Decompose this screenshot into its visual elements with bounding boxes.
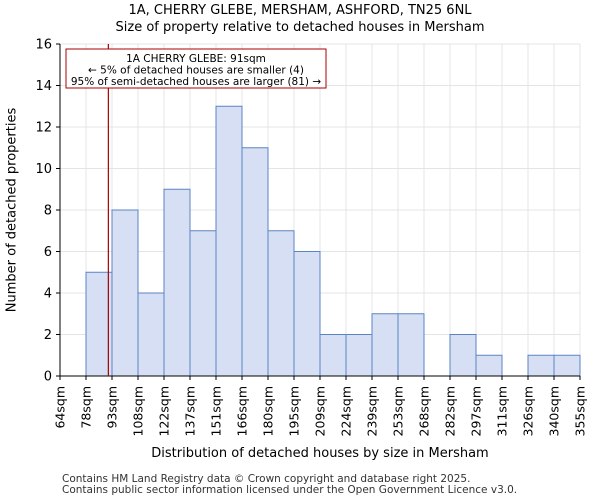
y-tick-label: 6 [44, 245, 52, 260]
x-tick-label: 137sqm [183, 386, 198, 436]
x-tick-label: 78sqm [79, 386, 94, 429]
chart-subtitle: Size of property relative to detached ho… [115, 20, 485, 35]
histogram-chart: 0 2 4 6 8 10 12 14 16 64sqm 78sqm 93sqm 108sqm 122sqm… [5, 38, 588, 462]
x-tick-label: 326sqm [521, 386, 536, 436]
histogram-bar [371, 313, 399, 377]
x-tick-label: 180sqm [261, 386, 276, 436]
footer-line-2: Contains public sector information licen… [62, 484, 518, 496]
x-tick-label: 108sqm [131, 386, 146, 436]
x-tick-label: 340sqm [547, 386, 562, 436]
annotation-box [65, 48, 327, 89]
histogram-bar [345, 334, 373, 377]
x-tick-label: 282sqm [443, 386, 458, 436]
histogram-bar [267, 230, 295, 377]
histogram-bar [293, 251, 321, 377]
x-tick-label: 209sqm [313, 386, 328, 436]
annotation-line-3: 95% of semi-detached houses are larger (… [71, 76, 322, 88]
x-axis-label: Distribution of detached houses by size … [151, 446, 488, 461]
x-tick-label: 253sqm [391, 386, 406, 436]
histogram-bar [553, 354, 581, 377]
histogram-bar [319, 334, 347, 377]
histogram-bar [397, 313, 425, 377]
y-tick-label: 14 [35, 79, 52, 94]
histogram-bar [189, 230, 217, 377]
y-tick-label: 8 [44, 204, 52, 219]
x-tick-label: 122sqm [157, 386, 172, 436]
histogram-bar [163, 188, 191, 377]
y-axis-label: Number of detached properties [5, 108, 20, 313]
histogram-bar [111, 209, 139, 377]
histogram-bar [241, 147, 269, 377]
annotation-line-2: ← 5% of detached houses are smaller (4) [88, 65, 304, 77]
x-tick-label: 355sqm [573, 386, 588, 436]
y-tick-label: 4 [44, 287, 52, 302]
chart-title: 1A, CHERRY GLEBE, MERSHAM, ASHFORD, TN25… [128, 3, 472, 18]
histogram-bar [215, 105, 243, 377]
histogram-bar [449, 334, 477, 377]
x-tick-label: 93sqm [105, 386, 120, 429]
histogram-bar [137, 292, 165, 377]
footer-line-1: Contains HM Land Registry data © Crown c… [62, 473, 471, 485]
y-tick-label: 0 [44, 370, 52, 385]
x-tick-label: 311sqm [495, 386, 510, 436]
y-tick-label: 16 [35, 38, 52, 53]
y-tick-label: 12 [35, 121, 52, 136]
x-tick-label: 151sqm [209, 386, 224, 436]
x-tick-label: 64sqm [53, 386, 68, 429]
annotation-line-1: 1A CHERRY GLEBE: 91sqm [126, 53, 266, 65]
histogram-bar [85, 271, 113, 377]
y-tick-label: 2 [44, 328, 52, 343]
x-tick-label: 239sqm [365, 386, 380, 436]
histogram-bar [527, 354, 555, 377]
y-tick-label: 10 [35, 162, 52, 177]
histogram-bar [475, 354, 503, 377]
x-tick-label: 195sqm [287, 386, 302, 436]
x-tick-label: 268sqm [417, 386, 432, 436]
x-tick-label: 297sqm [469, 386, 484, 436]
x-tick-label: 224sqm [339, 386, 354, 436]
x-tick-label: 166sqm [235, 386, 250, 436]
